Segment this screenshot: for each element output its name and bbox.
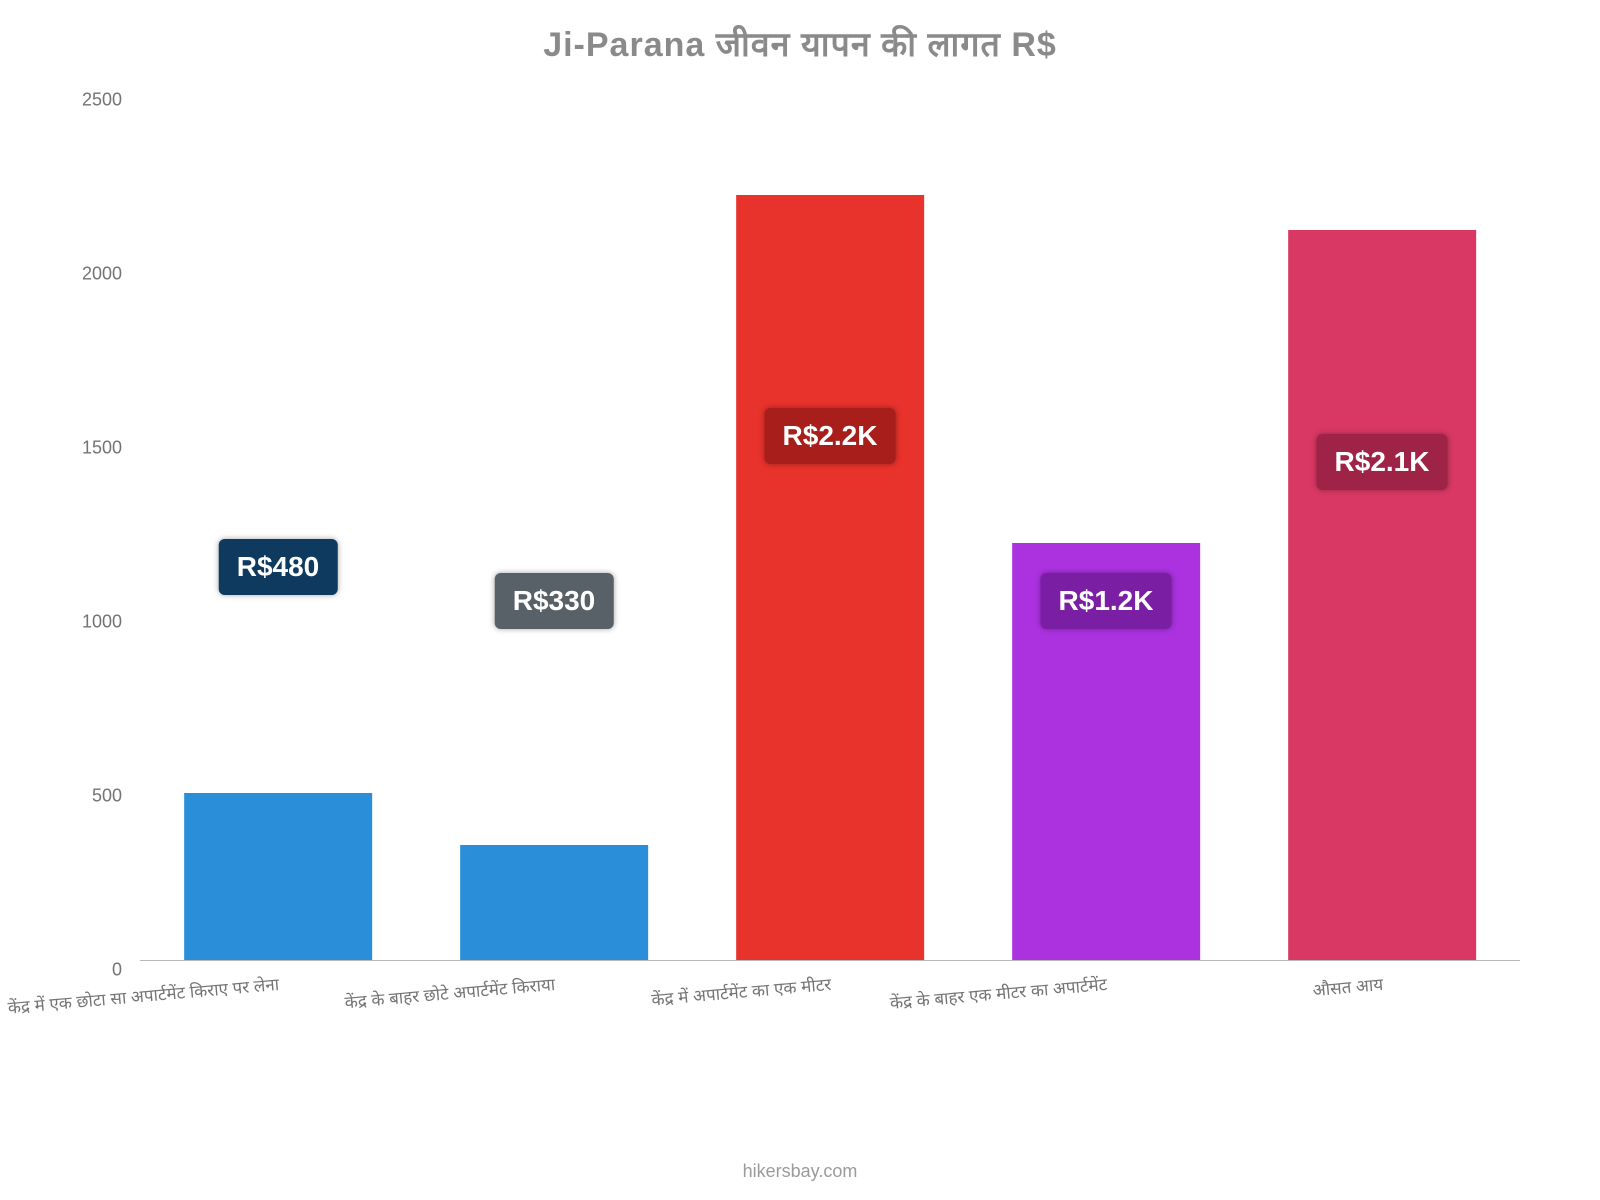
y-tick: 0 — [112, 960, 122, 981]
bar — [736, 195, 924, 960]
chart-title: Ji-Parana जीवन यापन की लागत R$ — [60, 20, 1540, 66]
x-axis-label: औसत आय — [1312, 972, 1384, 1001]
y-tick: 1000 — [82, 612, 122, 633]
y-tick: 1500 — [82, 438, 122, 459]
plot-area: R$480 R$330 R$2.2K R$1.2K R$2.1K — [140, 91, 1520, 961]
x-axis-label: केंद्र के बाहर छोटे अपार्टमेंट किराया — [344, 972, 556, 1013]
data-label: R$480 — [219, 539, 338, 595]
data-label: R$2.2K — [765, 408, 896, 464]
data-label: R$1.2K — [1041, 573, 1172, 629]
x-axis-label: केंद्र में अपार्टमेंट का एक मीटर — [650, 972, 832, 1011]
bar — [184, 793, 372, 960]
y-tick: 2500 — [82, 90, 122, 111]
x-axis-label: केंद्र के बाहर एक मीटर का अपार्टमेंट — [889, 972, 1108, 1014]
y-tick: 2000 — [82, 264, 122, 285]
bar-slot: R$2.2K — [692, 91, 968, 960]
bar — [1288, 230, 1476, 960]
bar-slot: R$480 — [140, 91, 416, 960]
x-axis-label: केंद्र में एक छोटा सा अपार्टमेंट किराए प… — [7, 972, 280, 1019]
y-tick: 500 — [92, 786, 122, 807]
baseline — [140, 960, 1520, 961]
data-label: R$330 — [495, 573, 614, 629]
plot-outer: 0 500 1000 1500 2000 2500 R$480 R$330 R$2.2K R$1… — [60, 91, 1540, 1031]
attribution-text: hikersbay.com — [0, 1161, 1600, 1182]
y-axis: 05001000150020002500 — [60, 91, 130, 961]
x-axis-labels: केंद्र में एक छोटा सा अपार्टमेंट किराए प… — [140, 966, 1520, 1036]
bar-slot: R$330 — [416, 91, 692, 960]
bar — [460, 845, 648, 960]
data-label: R$2.1K — [1317, 434, 1448, 490]
bar-slot: R$1.2K — [968, 91, 1244, 960]
bar-slot: R$2.1K — [1244, 91, 1520, 960]
chart-container: Ji-Parana जीवन यापन की लागत R$ 0 500 1000 1… — [60, 20, 1540, 1120]
